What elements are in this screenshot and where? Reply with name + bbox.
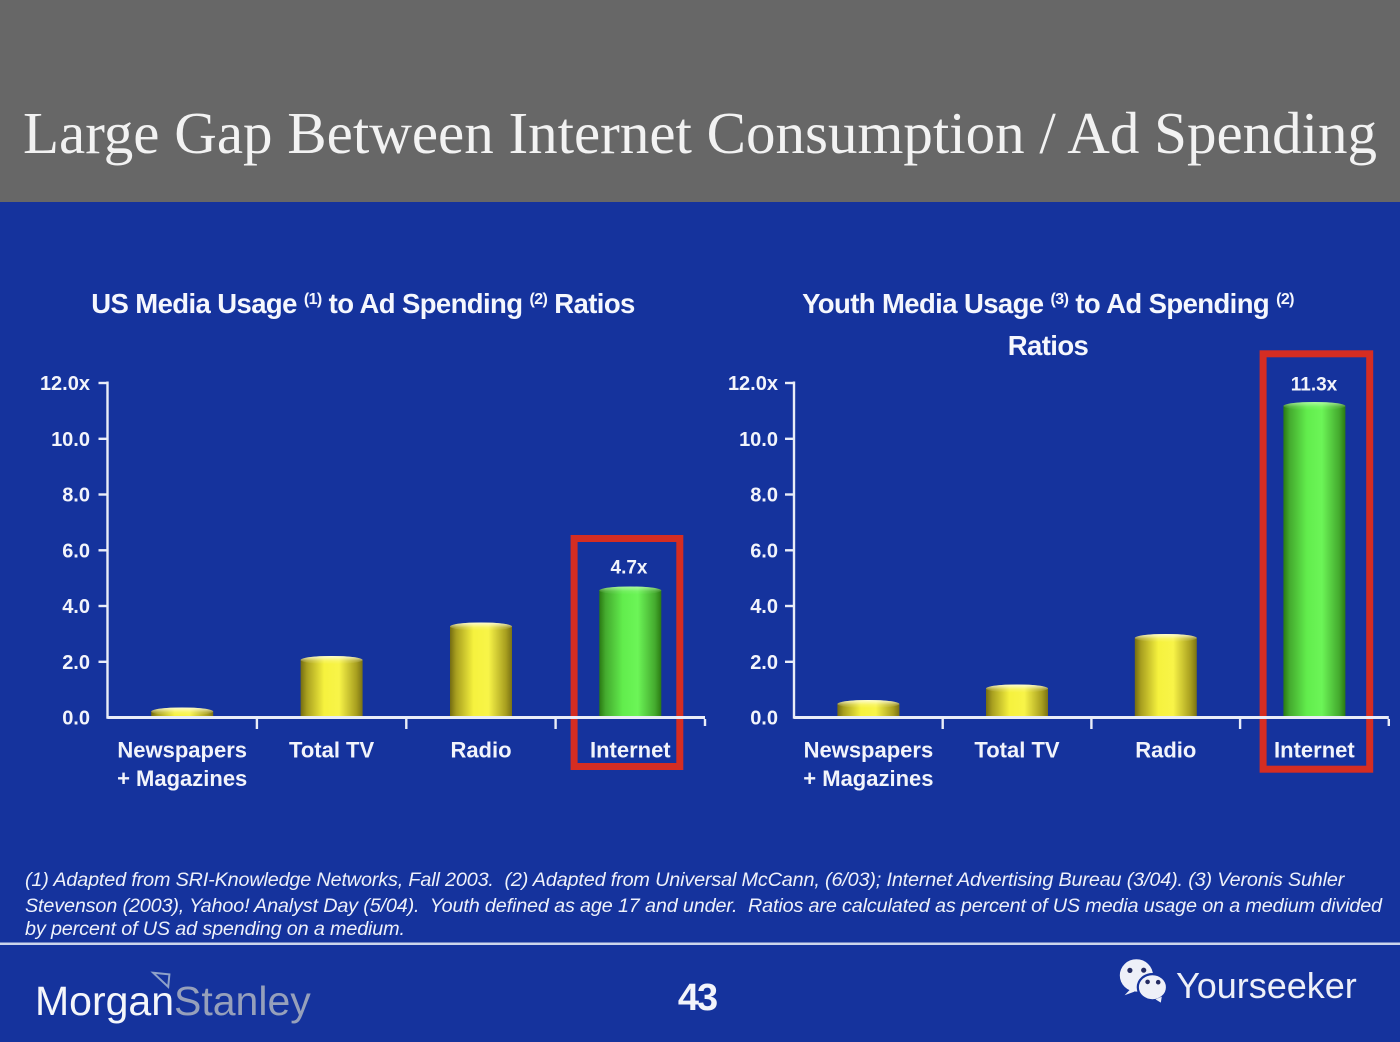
svg-text:4.0: 4.0: [750, 596, 778, 618]
svg-text:Newspapers: Newspapers: [804, 737, 934, 762]
svg-text:4.0: 4.0: [62, 596, 90, 618]
svg-text:Radio: Radio: [1135, 737, 1196, 762]
svg-text:Total TV: Total TV: [974, 737, 1059, 762]
svg-text:Radio: Radio: [450, 737, 511, 762]
svg-text:10.0: 10.0: [51, 429, 90, 451]
svg-text:Internet: Internet: [1274, 737, 1355, 762]
svg-text:2.0: 2.0: [750, 652, 778, 674]
svg-text:8.0: 8.0: [750, 485, 778, 507]
svg-text:0.0: 0.0: [62, 708, 90, 730]
svg-text:0.0: 0.0: [750, 708, 778, 730]
svg-text:12.0x: 12.0x: [728, 373, 778, 395]
svg-text:8.0: 8.0: [62, 485, 90, 507]
svg-text:6.0: 6.0: [750, 540, 778, 562]
svg-text:10.0: 10.0: [739, 429, 778, 451]
svg-text:6.0: 6.0: [62, 540, 90, 562]
svg-text:Total TV: Total TV: [289, 737, 374, 762]
svg-text:Newspapers: Newspapers: [117, 737, 247, 762]
svg-text:4.7x: 4.7x: [611, 558, 648, 579]
svg-text:11.3x: 11.3x: [1291, 374, 1338, 395]
svg-text:2.0: 2.0: [62, 652, 90, 674]
svg-text:+ Magazines: + Magazines: [803, 766, 933, 791]
svg-text:+ Magazines: + Magazines: [117, 766, 247, 791]
svg-text:12.0x: 12.0x: [40, 373, 90, 395]
svg-text:Internet: Internet: [590, 737, 671, 762]
